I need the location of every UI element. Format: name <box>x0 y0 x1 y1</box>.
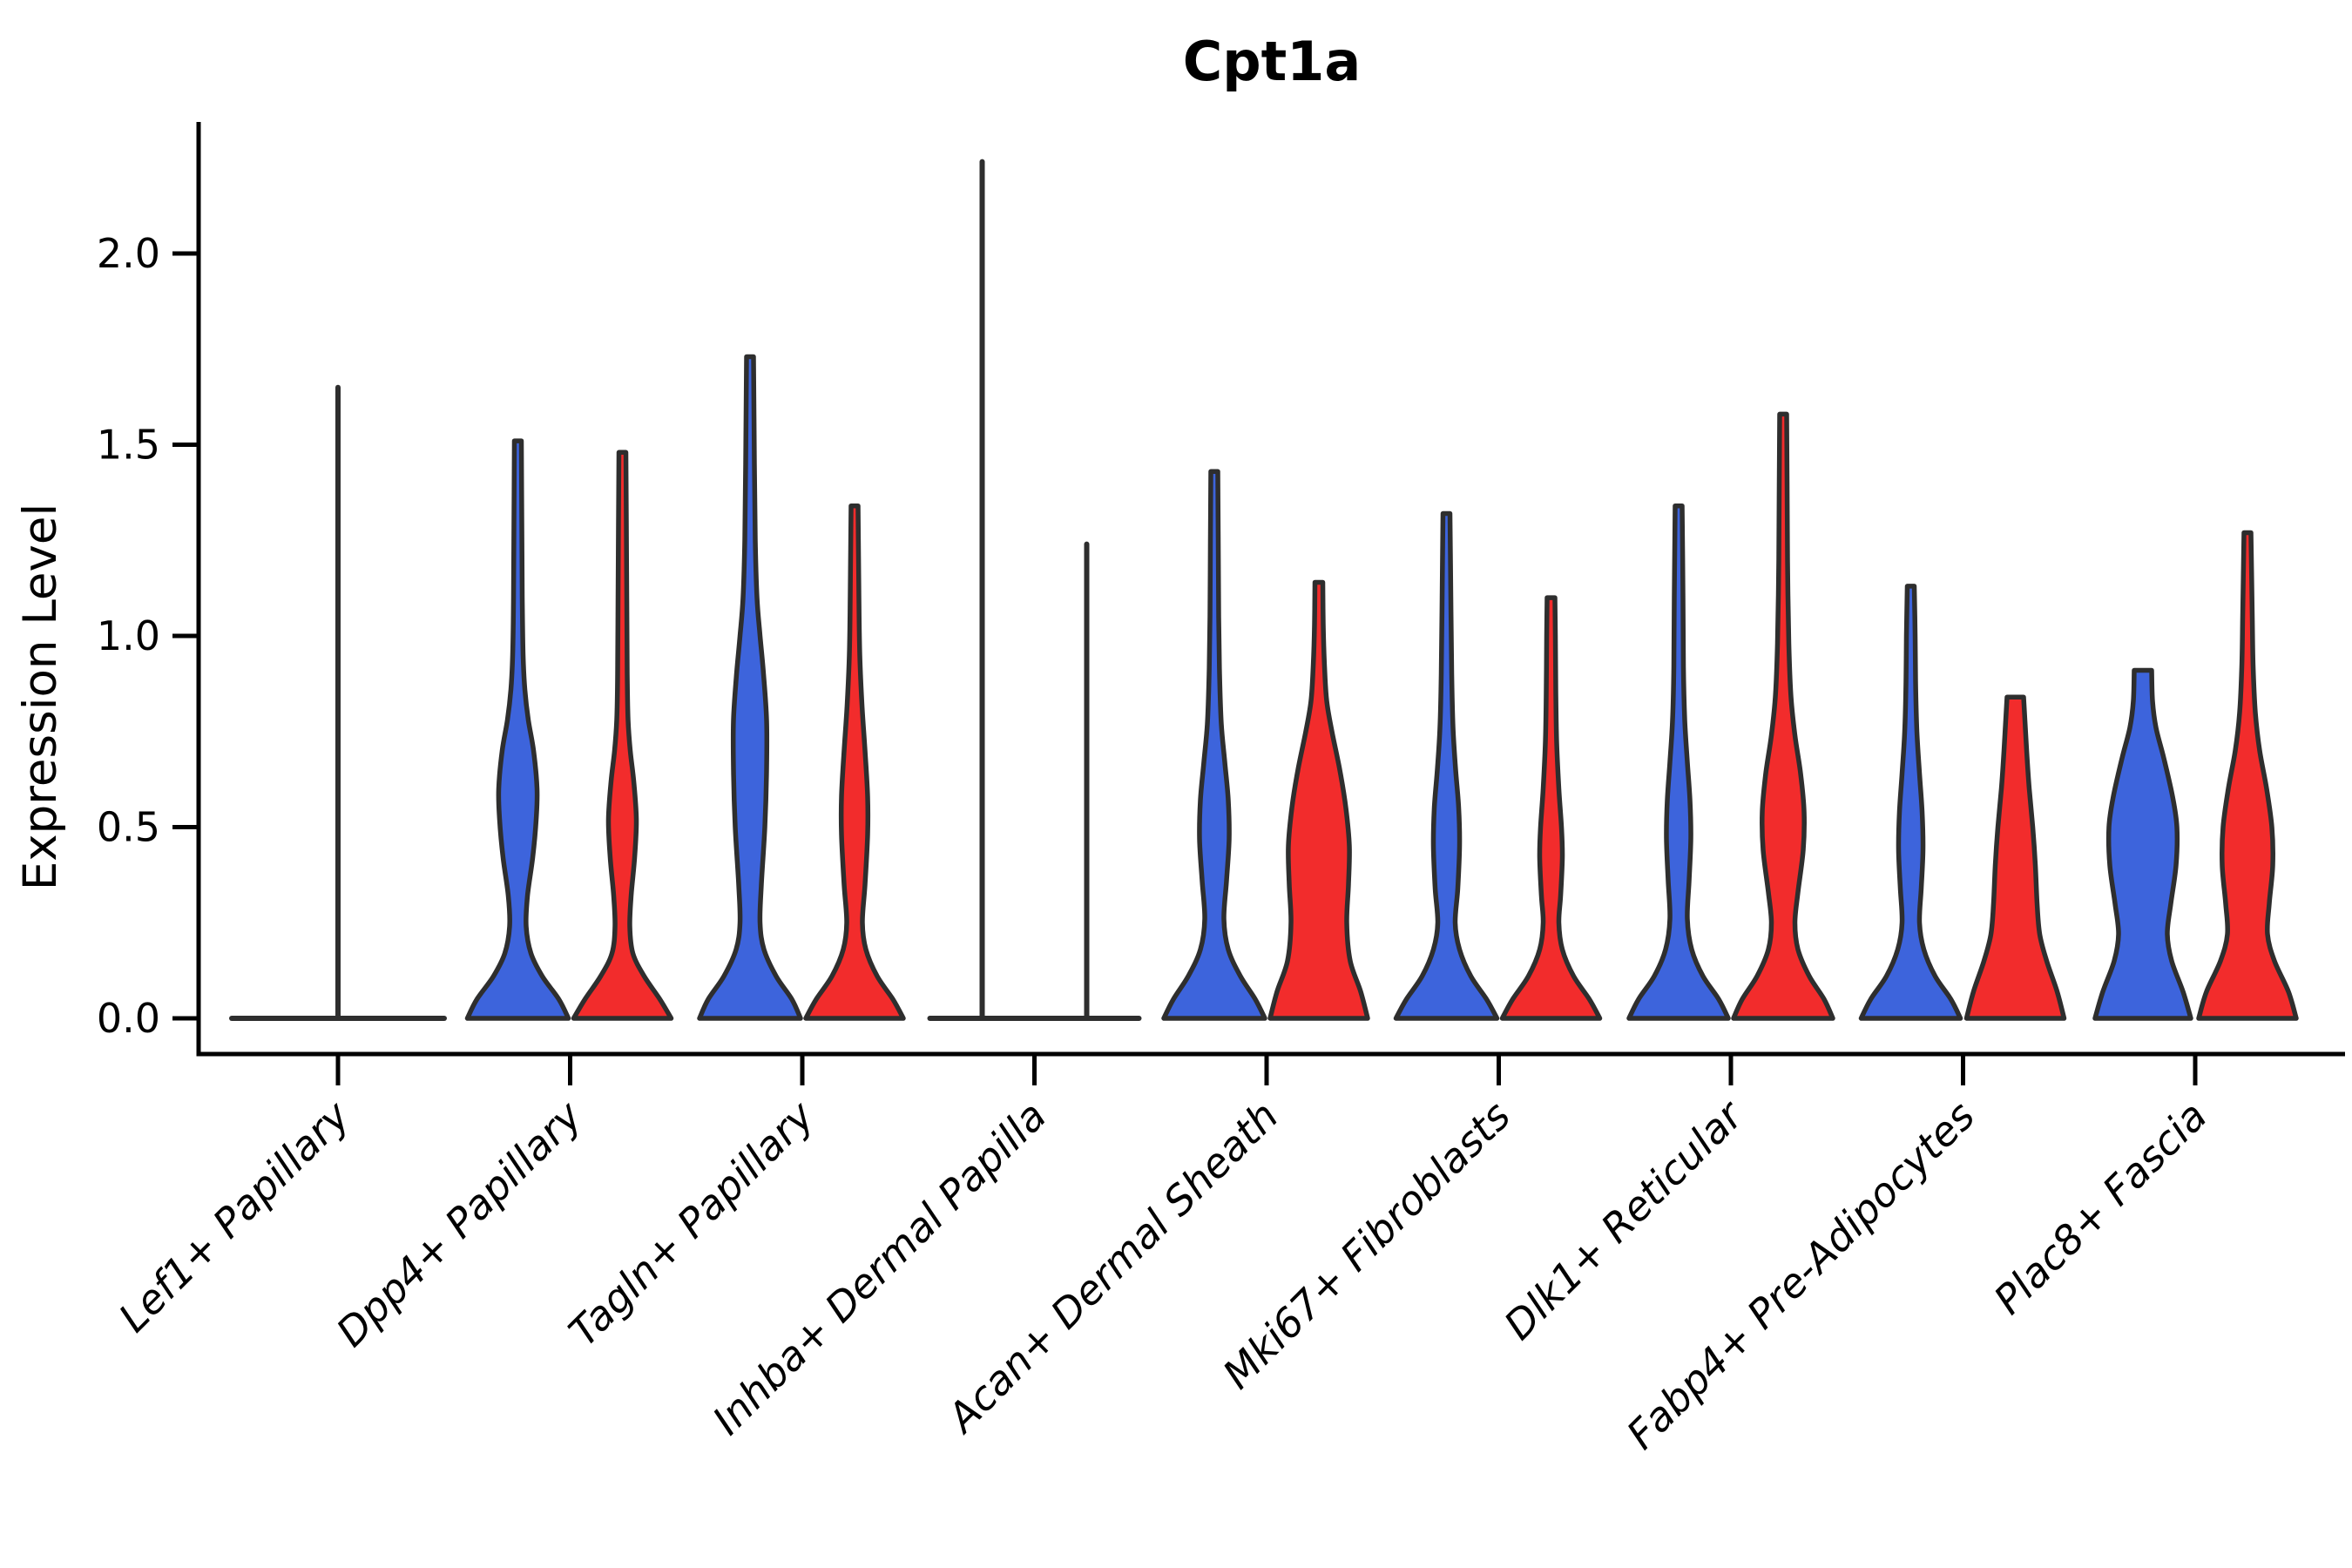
violin-body-tagln-papillary-blue <box>697 354 803 1021</box>
violin-group-acan-dermal-sheath <box>1161 469 1370 1021</box>
violin-body-mki67-fibroblasts-red <box>1499 595 1603 1021</box>
x-tick-label-plac8-fascia: Plac8+ Fascia <box>1984 1092 2215 1323</box>
violin-body-dlk1-reticular-blue <box>1626 503 1731 1021</box>
violin-group-inhba-dermal-papilla <box>927 159 1142 1021</box>
violins-group <box>229 159 2299 1021</box>
violin-group-mki67-fibroblasts <box>1393 510 1603 1021</box>
violin-body-plac8-fascia-red <box>2196 530 2299 1021</box>
violin-group-dlk1-reticular <box>1626 411 1835 1021</box>
y-tick-label: 1.0 <box>97 612 160 659</box>
y-tick-label: 2.0 <box>97 230 160 277</box>
violin-body-dlk1-reticular-red <box>1731 411 1835 1021</box>
violin-group-fabp4-pre-adipocytes <box>1858 584 2067 1021</box>
violin-body-plac8-fascia-blue <box>2092 667 2193 1021</box>
violin-body-fabp4-pre-adipocytes-blue <box>1858 584 1963 1021</box>
x-tick-label-dlk1-reticular: Dlk1+ Reticular <box>1495 1090 1754 1348</box>
y-tick-label: 0.5 <box>97 804 160 851</box>
y-axis-label: Expression Level <box>14 504 67 890</box>
violin-body-fabp4-pre-adipocytes-red <box>1963 694 2067 1021</box>
violin-body-mki67-fibroblasts-blue <box>1393 510 1500 1021</box>
violin-group-dpp4-papillary <box>464 438 674 1021</box>
violin-body-acan-dermal-sheath-blue <box>1161 469 1267 1021</box>
violin-group-tagln-papillary <box>697 354 906 1021</box>
y-tick-label: 0.0 <box>97 995 160 1042</box>
x-tick-label-dpp4-papillary: Dpp4+ Papillary <box>328 1092 591 1355</box>
violin-body-acan-dermal-sheath-red <box>1267 579 1370 1021</box>
violin-body-dpp4-papillary-blue <box>464 438 571 1021</box>
chart-title: Cpt1a <box>1183 30 1362 93</box>
x-tick-label-lef1-papillary: Lef1+ Papillary <box>110 1092 359 1341</box>
x-tick-label-tagln-papillary: Tagln+ Papillary <box>559 1092 823 1355</box>
y-tick-label: 1.5 <box>97 422 160 469</box>
violin-group-lef1-papillary <box>229 384 447 1021</box>
axes-group <box>172 122 2345 1085</box>
violin-body-tagln-papillary-red <box>803 503 906 1021</box>
violin-group-plac8-fascia <box>2092 530 2299 1021</box>
violin-body-dpp4-papillary-red <box>571 449 674 1021</box>
